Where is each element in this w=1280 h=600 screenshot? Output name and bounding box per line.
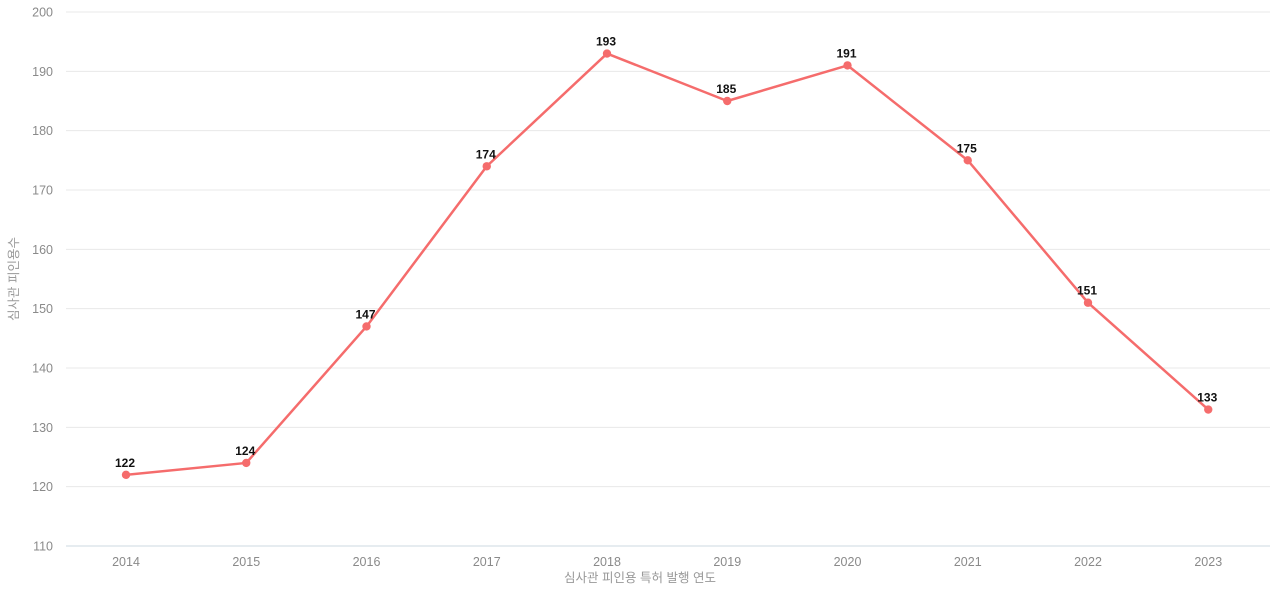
y-tick-label: 130 — [32, 421, 53, 435]
data-point-2021[interactable] — [963, 156, 972, 165]
data-point-2018[interactable] — [602, 49, 612, 58]
y-tick-label: 110 — [33, 540, 53, 554]
point-value-labels: 122 124 147 174 193 185 191 175 151 133 — [115, 35, 1218, 470]
point-value-label: 124 — [235, 444, 255, 458]
x-tick-label: 2021 — [954, 555, 982, 569]
point-value-label: 122 — [115, 456, 135, 470]
y-tick-label: 120 — [32, 480, 53, 494]
x-tick-label: 2023 — [1194, 555, 1222, 569]
data-point-2023[interactable] — [1204, 405, 1213, 414]
point-value-label: 133 — [1197, 391, 1217, 405]
data-point-2020[interactable] — [843, 61, 852, 70]
x-tick-label: 2018 — [593, 555, 621, 569]
point-value-label: 193 — [596, 35, 616, 49]
data-point-2022[interactable] — [1083, 298, 1093, 307]
point-value-label: 174 — [476, 147, 496, 161]
y-tick-label: 150 — [32, 302, 53, 316]
y-tick-label: 140 — [32, 362, 53, 376]
x-tick-label: 2016 — [353, 555, 381, 569]
y-tick-label: 180 — [32, 124, 53, 138]
series-layer — [121, 49, 1213, 479]
x-tick-label: 2022 — [1074, 555, 1102, 569]
y-tick-label: 170 — [32, 184, 53, 198]
x-tick-label: 2015 — [232, 555, 260, 569]
point-value-label: 185 — [716, 82, 736, 96]
grid-layer — [66, 11, 1270, 547]
data-point-2014[interactable] — [121, 470, 131, 479]
y-axis-title: 심사관 피인용수 — [7, 237, 21, 321]
line-series — [124, 52, 1210, 477]
y-tick-label: 200 — [32, 6, 53, 20]
x-tick-label: 2020 — [834, 555, 862, 569]
point-value-label: 147 — [355, 307, 375, 321]
point-value-label: 151 — [1077, 284, 1097, 298]
data-point-2019[interactable] — [723, 96, 732, 106]
x-axis-tick-labels: 2014 2015 2016 2017 2018 2019 2020 2021 2022 2023 — [112, 555, 1222, 569]
y-tick-label: 190 — [32, 65, 53, 79]
y-tick-label: 160 — [32, 243, 53, 257]
x-axis-title: 심사관 피인용 특허 발행 연도 — [564, 570, 716, 585]
point-value-label: 175 — [957, 141, 977, 155]
data-point-2016[interactable] — [362, 322, 371, 331]
data-point-2017[interactable] — [482, 162, 491, 171]
x-tick-label: 2014 — [112, 555, 140, 569]
point-value-label: 191 — [836, 46, 856, 60]
x-tick-label: 2017 — [473, 555, 501, 569]
x-tick-label: 2019 — [713, 555, 741, 569]
y-axis-tick-labels: 110 120 130 140 150 160 170 180 190 200 — [32, 6, 53, 554]
data-point-2015[interactable] — [242, 458, 251, 468]
